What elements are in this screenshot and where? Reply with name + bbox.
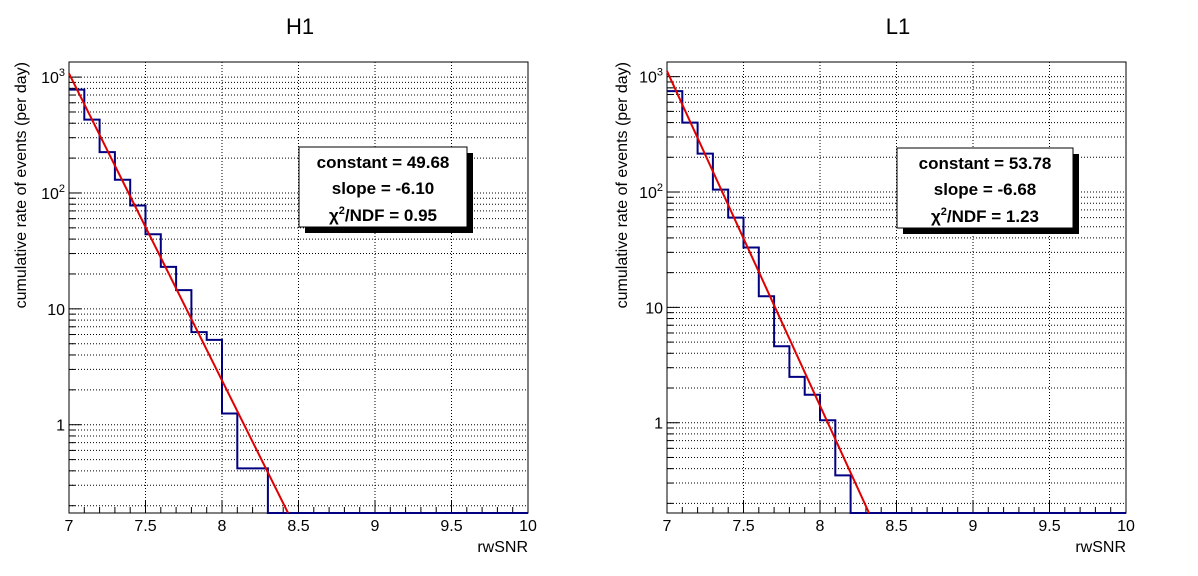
y-tick-label: 10 [47, 302, 65, 319]
fit-line-series [68, 73, 289, 514]
x-tick-label: 10 [1117, 518, 1135, 535]
stat-chi2ndf: χ2/NDF = 0.95 [329, 205, 437, 225]
chi-symbol: χ [931, 207, 941, 226]
stat-chi2ndf: χ2/NDF = 1.23 [931, 206, 1039, 226]
y-axis-label: cumulative rate of events (per day) [614, 62, 631, 308]
x-tick-label: 9 [371, 518, 380, 535]
grid [667, 62, 1126, 513]
chart-panel-l1: L1 7 7.5 8 8.5 9 9.5 10 1 10 102 103 rwSNR cumula… [614, 14, 1135, 556]
y-tick-label: 1 [56, 418, 65, 435]
y-tick-label: 102 [41, 183, 65, 203]
grid [69, 62, 528, 513]
x-tick-label: 8.5 [885, 518, 907, 535]
y-tick-label: 10 [645, 300, 663, 317]
x-tick-label: 7 [663, 518, 672, 535]
chart-panel-h1: H1 7 7.5 8 8.5 9 9.5 10 1 10 102 103 rwSNR cumula… [13, 14, 537, 556]
histogram-series [69, 88, 528, 514]
x-axis-ticks: 7 7.5 8 8.5 9 9.5 10 [65, 501, 537, 535]
y-tick-label: 103 [639, 67, 663, 87]
y-axis-ticks: 1 10 102 103 [41, 67, 81, 507]
x-axis-ticks: 7 7.5 8 8.5 9 9.5 10 [663, 501, 1135, 535]
chi-superscript: 2 [941, 206, 947, 218]
chi-superscript: 2 [339, 205, 345, 217]
x-tick-label: 7.5 [134, 518, 156, 535]
y-tick-label: 103 [41, 67, 65, 87]
x-tick-label: 8.5 [287, 518, 309, 535]
stat-constant: constant = 53.78 [919, 154, 1052, 173]
x-tick-label: 7.5 [732, 518, 754, 535]
x-tick-label: 8 [816, 518, 825, 535]
x-tick-label: 7 [65, 518, 74, 535]
x-axis-label: rwSNR [1075, 539, 1126, 556]
histogram-series [667, 90, 1126, 514]
fit-stats-box: constant = 49.68 slope = -6.10 χ2/NDF = … [298, 146, 473, 233]
y-axis-label: cumulative rate of events (per day) [13, 62, 30, 308]
chi-ndf-value: /NDF = 1.23 [947, 207, 1039, 226]
y-axis-ticks: 1 10 102 103 [639, 67, 679, 504]
fit-line-series [666, 70, 870, 514]
stats-box-frame [896, 147, 1074, 229]
fit-stats-box: constant = 53.78 slope = -6.68 χ2/NDF = … [896, 147, 1079, 234]
chart-title: H1 [286, 14, 314, 39]
x-tick-label: 9.5 [1038, 518, 1060, 535]
y-tick-label: 102 [639, 182, 663, 202]
stat-slope: slope = -6.68 [934, 180, 1037, 199]
x-axis-label: rwSNR [477, 539, 528, 556]
x-tick-label: 8 [218, 518, 227, 535]
y-tick-label: 1 [654, 416, 663, 433]
x-tick-label: 9 [969, 518, 978, 535]
x-tick-label: 10 [519, 518, 537, 535]
chart-title: L1 [886, 14, 910, 39]
chi-symbol: χ [329, 206, 339, 225]
chi-ndf-value: /NDF = 0.95 [345, 206, 437, 225]
stat-constant: constant = 49.68 [317, 153, 450, 172]
stat-slope: slope = -6.10 [332, 179, 435, 198]
x-tick-label: 9.5 [440, 518, 462, 535]
stats-box-frame [298, 146, 468, 228]
